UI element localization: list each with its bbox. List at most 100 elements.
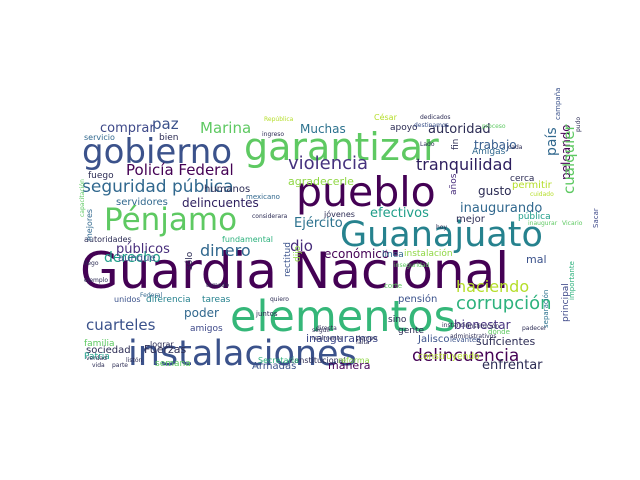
word-familia: familia — [84, 339, 114, 349]
word-gente: gente — [398, 326, 424, 336]
word-importante: importante — [568, 261, 576, 300]
word-inseguridad: inseguridad — [394, 262, 430, 269]
word-ejercito: Ejército — [294, 216, 343, 231]
word-dio: dio — [290, 237, 313, 255]
word-pension: pensión — [398, 293, 437, 305]
word-quiero: quiero — [270, 296, 289, 303]
word-sino: sino — [388, 315, 407, 325]
word-constitucional: constitucional — [290, 356, 346, 365]
word-cesar: César — [374, 112, 398, 122]
word-juntos: juntos — [255, 310, 278, 318]
word-fuego: fuego — [88, 171, 114, 181]
word-apoyo: apoyo — [390, 123, 418, 133]
word-cuidado: cuidado — [530, 191, 554, 198]
word-destinamos: destinamos — [414, 122, 449, 129]
word-hoy: hoy — [436, 224, 447, 231]
word-administrativos: administrativos — [450, 333, 496, 340]
word-aunque: aunque — [118, 253, 156, 264]
word-pais: país — [544, 127, 560, 156]
word-directa: directa — [316, 325, 337, 332]
word-efectivos: efectivos — [370, 206, 429, 221]
word-cerca: cerca — [510, 174, 534, 184]
word-seguir: seguir — [312, 327, 331, 334]
word-haciendo: haciendo — [456, 277, 529, 296]
word-pudo: pudo — [575, 117, 582, 132]
word-guardia-nacional: Guardia Nacional — [80, 242, 509, 300]
word-fuerzas: Fuerzas — [144, 343, 187, 356]
word-vida: vida — [92, 362, 105, 369]
word-amigas: Amigas — [472, 147, 506, 157]
word-republica: República — [264, 116, 294, 123]
word-llego: llego — [84, 260, 99, 267]
word-cualquier: cualquier — [560, 123, 578, 194]
word-paz: paz — [152, 115, 179, 133]
word-permitir: permitir — [512, 180, 553, 191]
word-verdad: verdad — [86, 355, 107, 362]
word-vicario: Vicario — [562, 220, 583, 227]
word-penjamo: Pénjamo — [104, 202, 237, 238]
word-unidos: unidos — [114, 295, 141, 304]
word-linea: línea — [382, 250, 404, 260]
word-federal: Federal — [140, 292, 162, 299]
word-violencia: violencia — [288, 153, 368, 174]
word-tiempo: tiempo — [356, 335, 377, 342]
word-policia-federal: Policía Federal — [126, 161, 234, 179]
word-ingreso: ingreso — [262, 131, 284, 138]
word-servidores: servidores — [116, 197, 168, 208]
word-lado: Lado — [420, 141, 435, 148]
word-proceso: proceso — [482, 123, 506, 130]
word-sociedad: sociedad — [86, 345, 131, 356]
word-bien: bien — [159, 133, 178, 143]
word-falta: falta — [356, 339, 370, 346]
word-considerara: considerara — [252, 213, 288, 220]
word-suficientes: suficientes — [476, 335, 536, 348]
word-guanajuato: Guanajuato — [340, 215, 543, 255]
word-patria: Patria — [84, 352, 110, 362]
word-derecho: derecho — [104, 250, 161, 266]
word-trabajo: trabajo — [474, 138, 517, 152]
word-bienestar: bienestar — [454, 318, 511, 332]
word-cuarteles: cuarteles — [86, 316, 156, 334]
word-dijo: dijo — [293, 245, 303, 262]
word-elementos: elementos — [230, 292, 456, 342]
word-economico: económico — [324, 247, 389, 261]
word-ejemplo: ejemplo — [84, 277, 108, 284]
word-dedicados: dedicados — [420, 114, 451, 121]
word-solo: sólo — [184, 251, 195, 270]
word-padecer: padecer — [522, 325, 547, 332]
word-secretaria: Secretaría — [258, 356, 299, 365]
word-levanten: levanten — [450, 336, 481, 344]
word-seguridad-publica: seguridad pública — [82, 177, 234, 197]
word-armadas: Armadas — [252, 361, 296, 372]
word-inaugurando: inaugurando — [460, 201, 542, 216]
word-cada: cada — [508, 144, 523, 151]
word-corrupcion: corrupción — [456, 293, 552, 314]
word-fin: fin — [451, 139, 461, 150]
word-construyendo: construyendo — [418, 352, 480, 362]
word-rectitud: rectitud — [283, 242, 293, 277]
word-publicos: públicos — [116, 242, 170, 257]
word-inauguramos: inauguramos — [306, 332, 378, 345]
word-mal: mal — [526, 253, 547, 266]
word-pueblo: pueblo — [296, 168, 436, 216]
word-lograr: lograr — [150, 340, 174, 349]
word-muchas: Muchas — [300, 122, 346, 136]
word-fundamental: fundamental — [222, 235, 273, 244]
word-mejores: mejores — [85, 209, 94, 241]
word-agradecerle: agradecerle — [288, 175, 354, 188]
word-publica: pública — [518, 212, 551, 222]
word-dinero: dinero — [200, 241, 251, 260]
word-parte: parte — [112, 362, 128, 369]
word-capacitacion: capacitación — [79, 179, 86, 217]
word-corte: corte — [384, 282, 402, 290]
word-tomado: tomado — [206, 282, 229, 289]
word-delincuencia: delincuencia — [412, 346, 519, 366]
word-principal: principal — [561, 283, 571, 322]
word-mejor: mejor — [456, 214, 486, 225]
word-instalaciones: instalaciones — [128, 334, 357, 374]
word-delincuentes: delincuentes — [182, 196, 259, 210]
word-realmente: realmente — [312, 335, 343, 342]
